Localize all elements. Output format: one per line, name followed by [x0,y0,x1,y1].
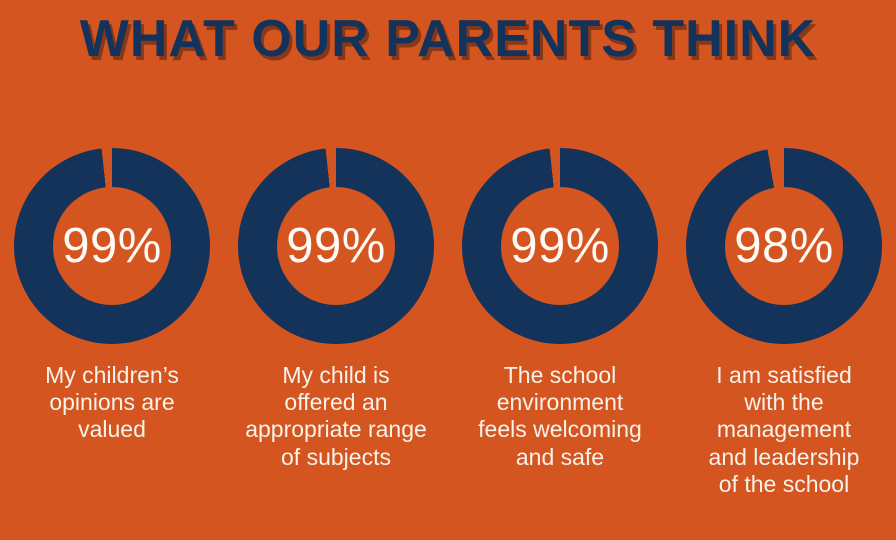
stat-caption: My child is offered an appropriate range… [245,362,427,470]
donut-hole [725,187,843,306]
donut-chart-range-of-subjects: 99% [238,148,434,345]
donut-hole [277,187,395,306]
donut-chart-welcoming-safe: 99% [462,148,658,345]
stat-column-management-leadership: 98% I am satisfied with the management a… [672,148,896,498]
stat-column-range-of-subjects: 99% My child is offered an appropriate r… [224,148,448,498]
percent-value: 98% [734,219,834,274]
stat-column-children-opinions: 99% My children’s opinions are valued [0,148,224,498]
percent-value: 99% [510,219,610,274]
charts-row: 99% My children’s opinions are valued 99… [0,148,896,498]
infographic-canvas: WHAT OUR PARENTS THINK 99% My children’s… [0,10,896,540]
donut-chart-management-leadership: 98% [686,148,882,345]
donut-hole [501,187,619,306]
percent-value: 99% [62,219,162,274]
stat-caption: My children’s opinions are valued [45,362,179,443]
donut-hole [53,187,171,306]
stat-caption: The school environment feels welcoming a… [478,362,642,470]
stat-column-welcoming-safe: 99% The school environment feels welcomi… [448,148,672,498]
percent-value: 99% [286,219,386,274]
donut-chart-children-opinions: 99% [14,148,210,345]
stat-caption: I am satisfied with the management and l… [708,362,860,497]
page-title: WHAT OUR PARENTS THINK [79,10,817,68]
